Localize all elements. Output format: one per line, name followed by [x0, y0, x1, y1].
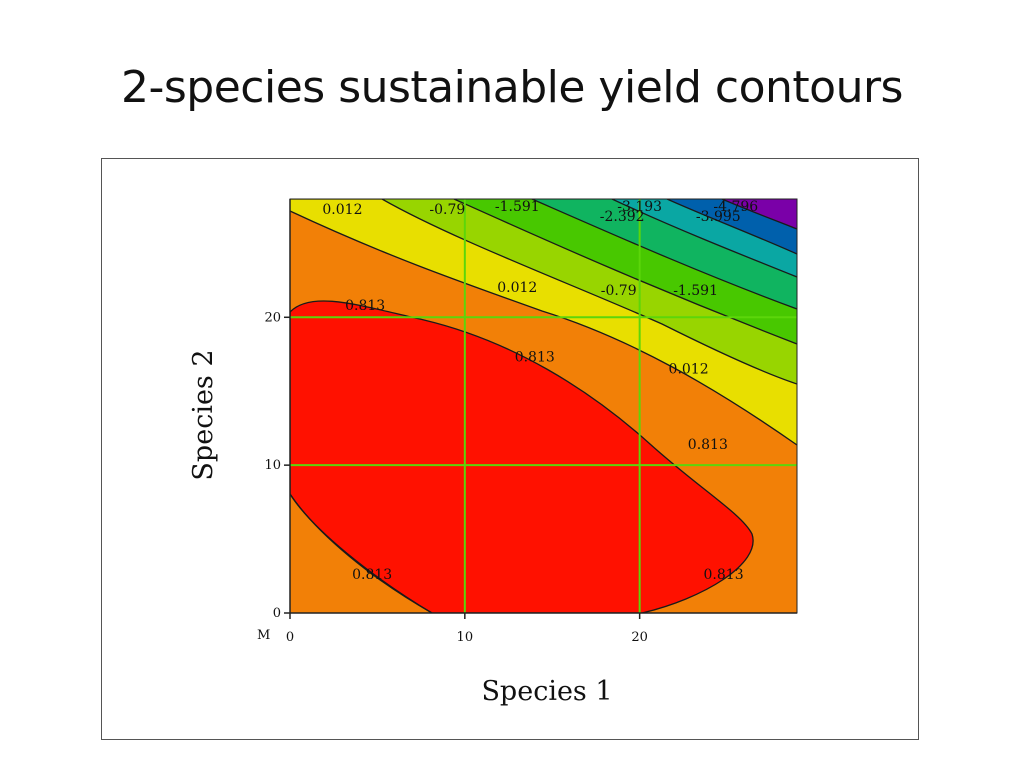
axis-ticks: 0 10 20 0 10 20 [264, 310, 647, 645]
contour-line [453, 199, 797, 345]
contour-line [666, 199, 797, 255]
x-tick-label: 10 [457, 630, 474, 645]
contour-line [531, 199, 797, 310]
contour-label: 0.813 [688, 437, 728, 453]
corner-label: M [257, 628, 270, 643]
x-axis-label: Species 1 [481, 676, 612, 707]
y-tick-label: 10 [264, 458, 281, 473]
contour-label: 0.012 [669, 361, 709, 377]
contour-label: 0.813 [352, 567, 392, 583]
contour-line [290, 199, 797, 385]
contour-label: -3.995 [696, 209, 741, 225]
y-tick-label: 0 [273, 606, 281, 621]
contour-label: -1.591 [495, 199, 540, 215]
contour-line [611, 199, 797, 278]
contour-label: -0.79 [601, 283, 637, 299]
contour-label: -0.79 [429, 202, 465, 218]
contour-label: -4.796 [713, 199, 758, 215]
x-tick-label: 20 [631, 630, 648, 645]
gridlines [290, 199, 797, 613]
contour-label: 0.813 [345, 298, 385, 314]
contour-labels: 0.012 -0.79 -1.591 -3.193-2.392 -4.796-3.995… [322, 199, 758, 583]
contour-label: -2.392 [600, 209, 645, 225]
x-tick-label: 0 [286, 630, 294, 645]
contour-band [290, 494, 432, 613]
contour-label: -1.591 [673, 283, 718, 299]
contour-label: 0.813 [515, 350, 555, 366]
contour-line [290, 300, 754, 613]
y-axis-label: Species 2 [188, 349, 219, 480]
contour-line [290, 493, 433, 613]
figure-frame: 0.012 -0.79 -1.591 -3.193 -2.392 -4.796 -3.995… [101, 158, 919, 740]
contour-label: 0.012 [322, 202, 362, 218]
contour-line [721, 199, 797, 230]
contour-label: 0.813 [704, 567, 744, 583]
contour-chart: 0.012 -0.79 -1.591 -3.193-2.392 -4.796-3.995… [188, 198, 798, 707]
slide-title: 2-species sustainable yield contours [121, 62, 903, 113]
contour-label: 0.012 [497, 280, 537, 296]
contour-label: -3.193 [617, 199, 662, 215]
contour-line [290, 210, 797, 446]
contour-bands [290, 199, 797, 613]
contour-lines [290, 199, 797, 613]
y-tick-label: 20 [264, 310, 281, 325]
contour-band [290, 300, 754, 613]
